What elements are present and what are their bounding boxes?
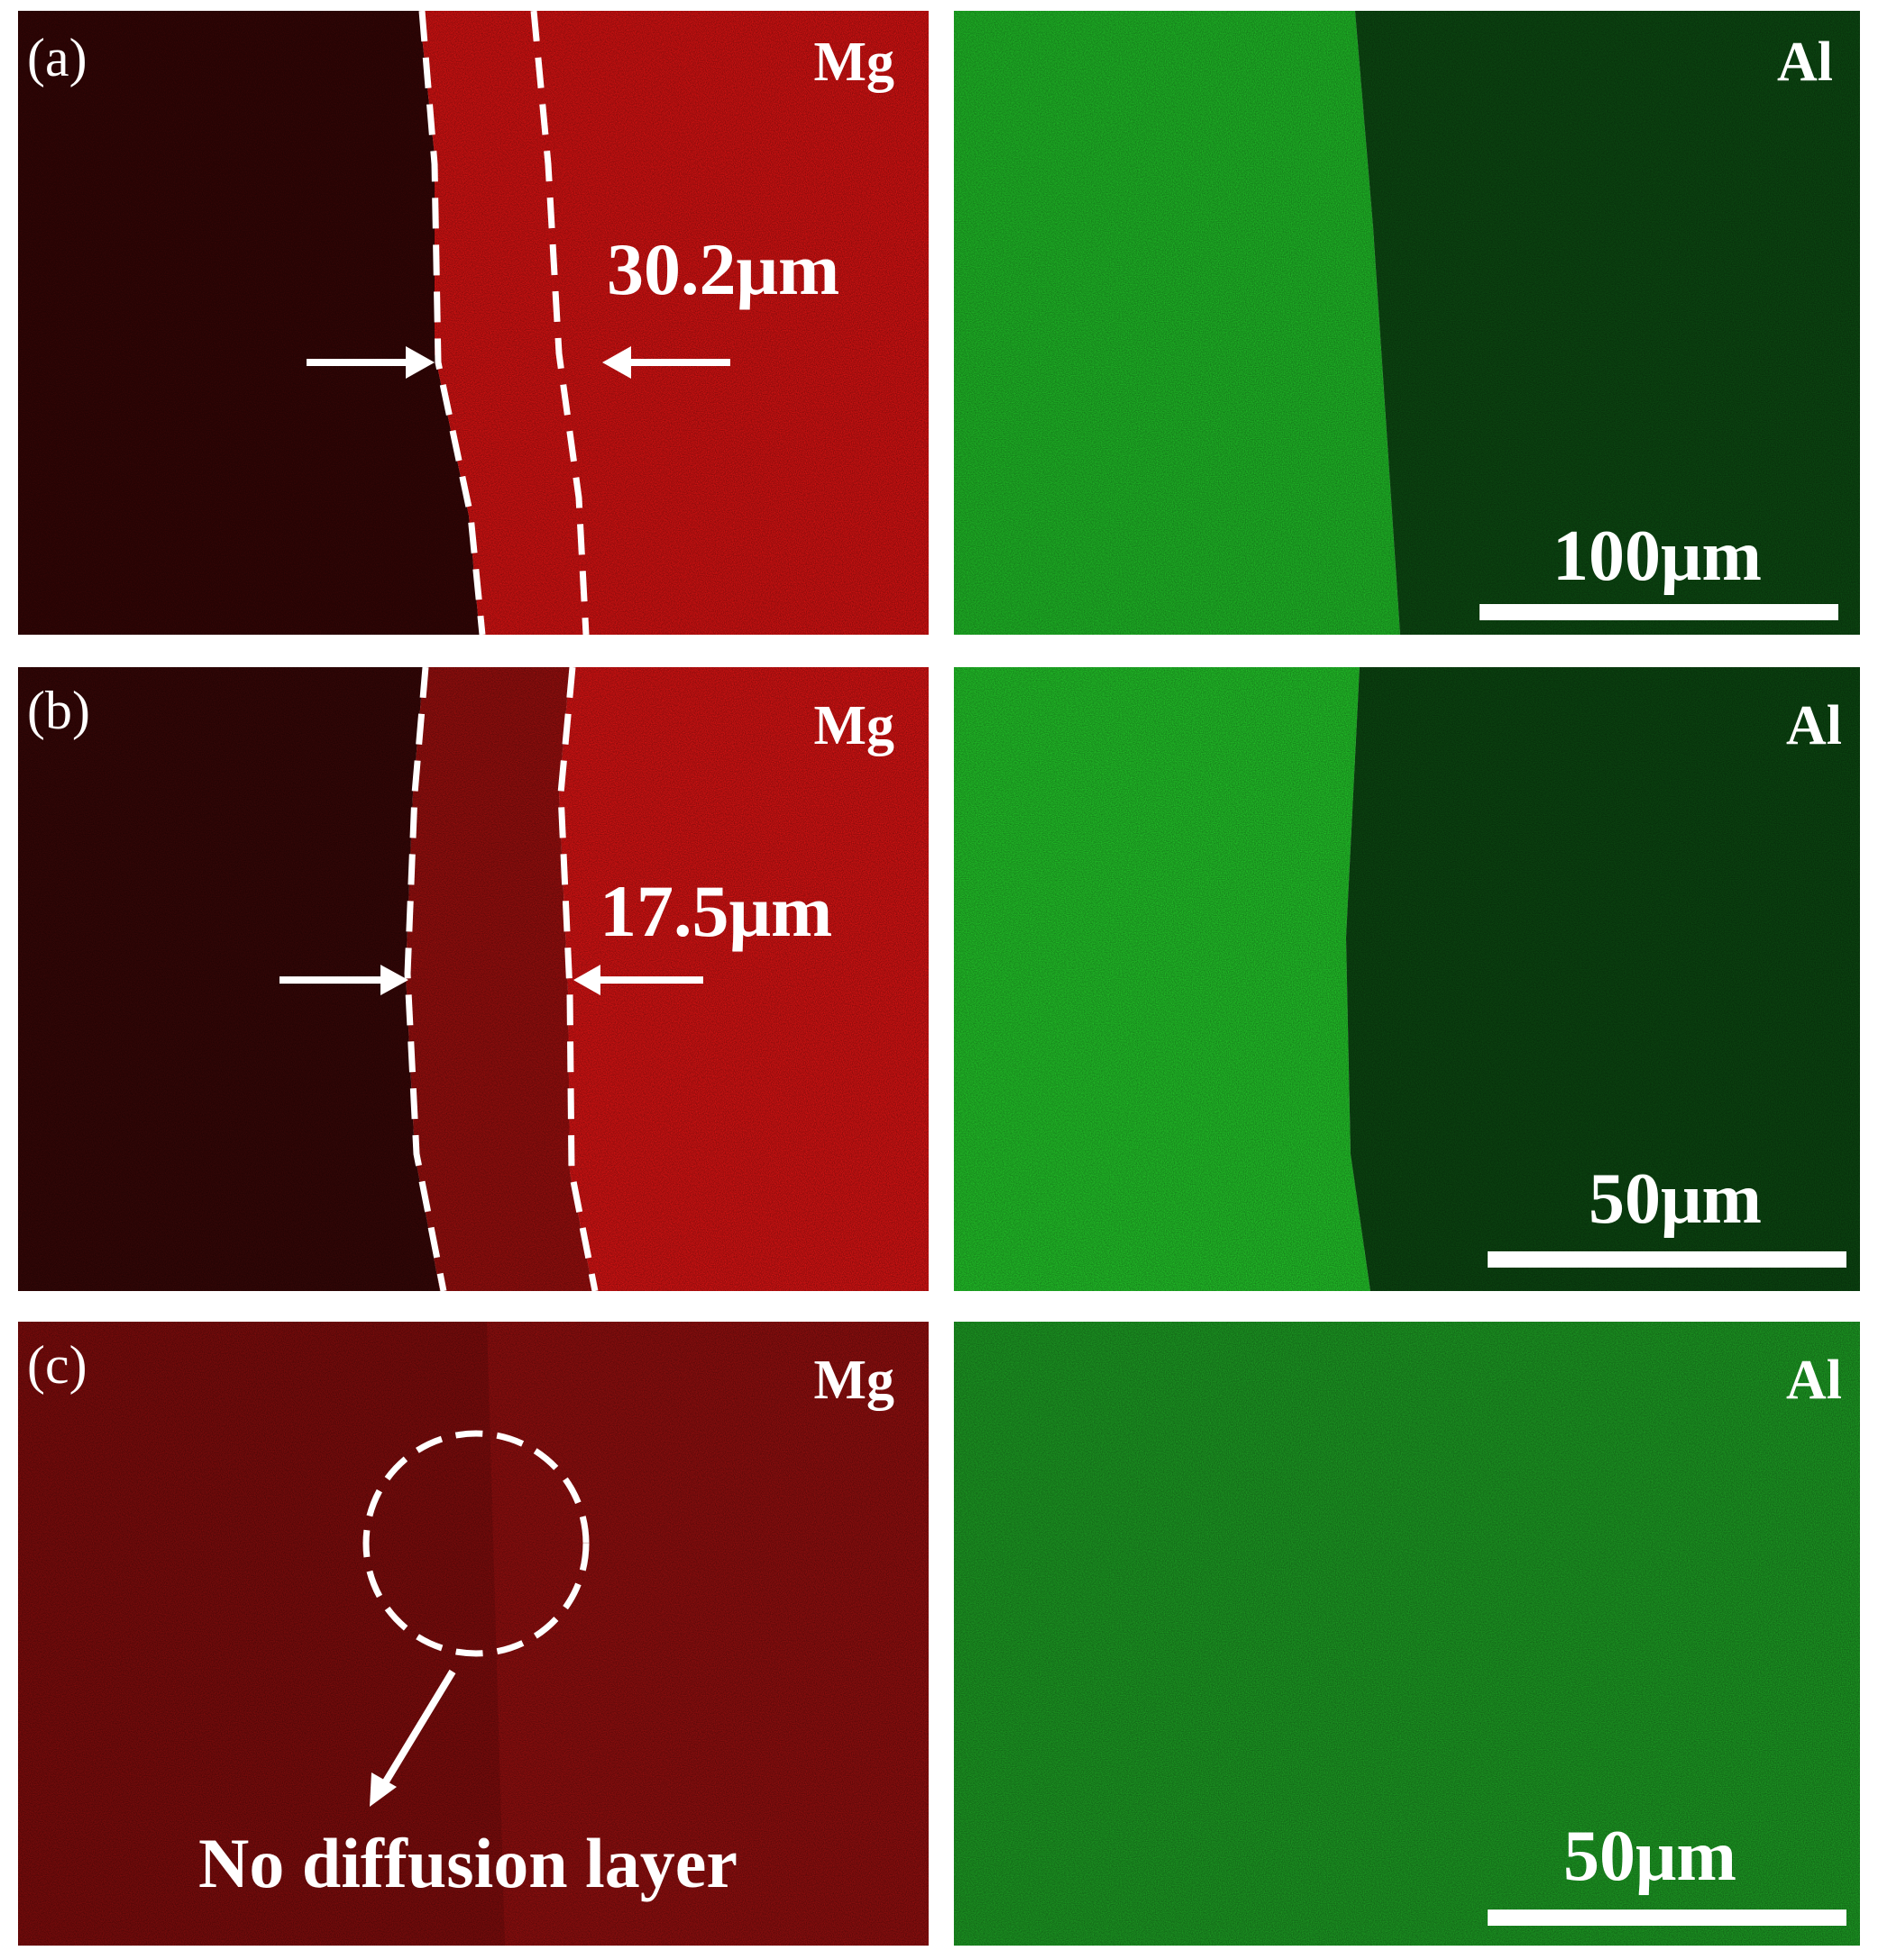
panel-a-scale-bar bbox=[1479, 604, 1838, 620]
panel-c-note-label: No diffusion layer bbox=[198, 1824, 738, 1902]
panel-a-al-map: Al 100μm bbox=[954, 11, 1860, 635]
panel-b-al-map: Al 50μm bbox=[954, 667, 1860, 1291]
panel-b-scale-label: 50μm bbox=[1589, 1159, 1762, 1239]
al-map-c-image bbox=[954, 1322, 1860, 1946]
panel-c-mg-label: Mg bbox=[813, 1350, 894, 1411]
panel-b-mg-map: (b) Mg 17.5μm bbox=[18, 667, 929, 1291]
al-map-b-image bbox=[954, 667, 1860, 1291]
mg-map-a-image bbox=[18, 11, 929, 635]
panel-a-al-label: Al bbox=[1777, 32, 1833, 93]
panel-a-letter: (a) bbox=[27, 28, 87, 87]
mg-map-b-image bbox=[18, 667, 929, 1291]
panel-a-mg-map: (a) Mg 30.2μm bbox=[18, 11, 929, 635]
panel-c-scale-bar bbox=[1488, 1910, 1846, 1926]
panel-b-scale-bar bbox=[1488, 1251, 1846, 1268]
panel-b-al-label: Al bbox=[1786, 695, 1842, 756]
panel-b-width-label: 17.5μm bbox=[600, 870, 833, 952]
panel-c-scale-label: 50μm bbox=[1563, 1817, 1736, 1896]
panel-c-mg-map: (c) Mg No diffusion layer bbox=[18, 1322, 929, 1946]
al-map-a-image bbox=[954, 11, 1860, 635]
panel-c-letter: (c) bbox=[27, 1335, 87, 1395]
panel-b-mg-label: Mg bbox=[813, 695, 894, 756]
panel-c-al-label: Al bbox=[1786, 1350, 1842, 1411]
panel-c-al-map: Al 50μm bbox=[954, 1322, 1860, 1946]
panel-a-width-label: 30.2μm bbox=[607, 228, 840, 310]
panel-b-letter: (b) bbox=[27, 681, 90, 740]
panel-a-mg-label: Mg bbox=[813, 32, 894, 93]
panel-a-scale-label: 100μm bbox=[1553, 517, 1762, 596]
